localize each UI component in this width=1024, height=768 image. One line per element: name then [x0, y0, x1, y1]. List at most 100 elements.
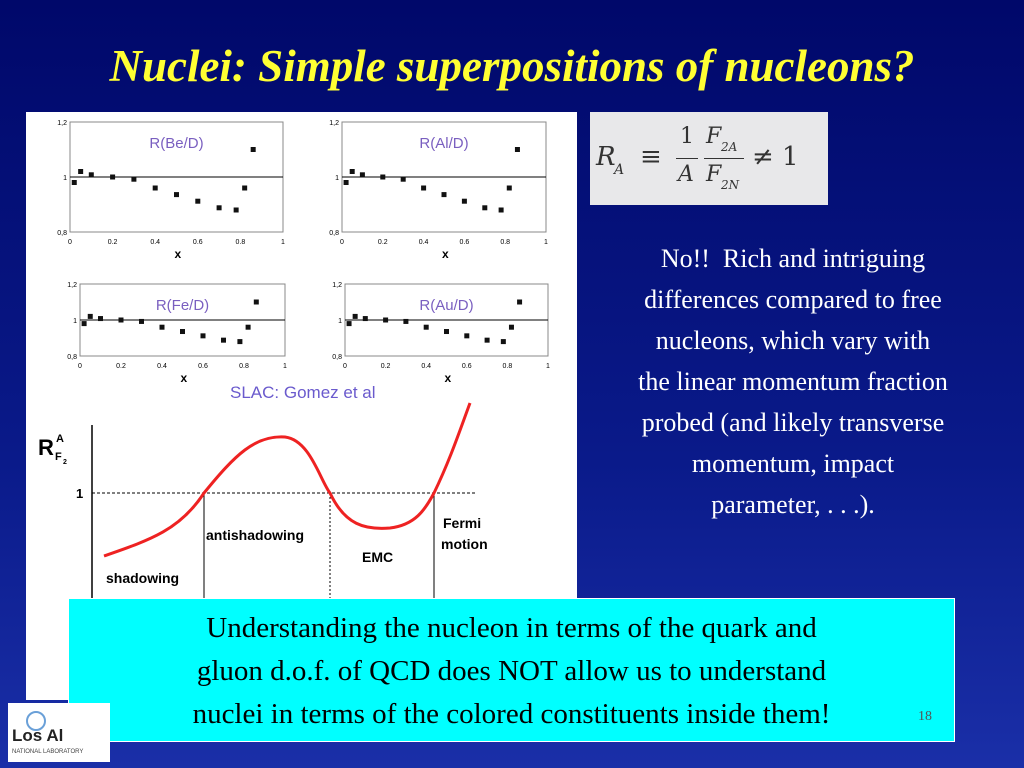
y-tick-label: 1,2 [67, 282, 77, 289]
marker [514, 147, 520, 152]
x-tick-label: 1 [546, 363, 550, 370]
marker [500, 339, 506, 345]
text-line: probed (and likely transverse [641, 408, 945, 437]
formula-part: R [596, 142, 616, 172]
x-tick-label: 0.8 [503, 363, 513, 370]
region-label: antishadowing [206, 527, 304, 543]
callout-line: Understanding the nucleon in terms of th… [206, 612, 817, 644]
region-label: Fermi [443, 515, 481, 531]
marker [461, 198, 467, 204]
y-label-sup: A [56, 433, 64, 445]
marker [195, 198, 201, 204]
marker [118, 317, 124, 323]
text-line: No!! Rich and intriguing [660, 244, 926, 273]
marker [200, 333, 206, 339]
schematic: R A F 2 1 shadowing antishadowing EMC Fe… [38, 402, 488, 600]
region-label: motion [441, 536, 488, 552]
marker [131, 176, 137, 182]
x-tick-label: 0.6 [193, 239, 203, 246]
y-tick-label: 0,8 [57, 230, 67, 237]
y-label: R [38, 435, 54, 460]
text-line: the linear momentum fraction [638, 367, 948, 396]
x-label: x [442, 247, 449, 261]
marker [421, 185, 427, 191]
x-label: x [175, 247, 182, 261]
marker [237, 339, 243, 345]
x-tick-label: 0.4 [421, 363, 431, 370]
text-line: momentum, impact [691, 449, 895, 478]
formula-part: 2N [721, 178, 740, 192]
y-tick-label: 1 [73, 318, 77, 325]
marker [245, 324, 251, 330]
marker [383, 317, 389, 323]
formula-part: 1 [680, 124, 694, 149]
formula: R A ≡ 1 A F 2A F 2N ≠ 1 [590, 112, 828, 205]
marker [81, 321, 87, 327]
x-tick-label: 1 [283, 363, 287, 370]
marker [484, 337, 490, 343]
formula-part: A [678, 162, 694, 187]
x-tick-label: 0 [68, 239, 72, 246]
y-tick-label: 0,8 [332, 354, 342, 361]
marker [498, 207, 504, 213]
marker [216, 205, 222, 211]
x-tick-label: 1 [544, 239, 548, 246]
x-tick-label: 0.4 [150, 239, 160, 246]
x-tick-label: 0.2 [381, 363, 391, 370]
y-tick-label: 0,8 [67, 354, 77, 361]
formula-part: ≠ 1 [752, 142, 799, 172]
x-tick-label: 0.8 [236, 239, 246, 246]
marker [359, 172, 365, 178]
trend-curve [103, 402, 472, 558]
y-tick-label: 1 [335, 175, 339, 182]
slide-title: Nuclei: Simple superpositions of nucleon… [109, 41, 915, 91]
marker [152, 185, 158, 191]
text-line: nucleons, which vary with [655, 326, 931, 355]
formula-part: A [614, 162, 625, 178]
formula-part: F [706, 162, 722, 187]
marker [346, 321, 352, 327]
marker [517, 299, 523, 305]
logo-name: Los Al [12, 726, 63, 745]
formula-part: ≡ [640, 142, 662, 172]
panel-label: R(Fe/D) [156, 297, 209, 314]
x-tick-label: 0.2 [378, 239, 388, 246]
marker [233, 207, 239, 213]
x-tick-label: 0 [78, 363, 82, 370]
x-tick-label: 0.2 [116, 363, 126, 370]
logo-mark: Los Al NATIONAL LABORATORY [12, 711, 83, 755]
marker [508, 324, 514, 330]
x-tick-label: 0.8 [500, 239, 510, 246]
marker [349, 169, 355, 174]
marker [380, 174, 386, 180]
x-tick-label: 0.6 [198, 363, 208, 370]
y-label-subsub: 2 [63, 459, 67, 466]
page-number: 18 [918, 709, 932, 724]
marker [78, 169, 84, 174]
y-label-sub: F [55, 451, 62, 463]
marker [139, 318, 144, 324]
marker [174, 192, 179, 198]
marker [71, 180, 77, 185]
marker [352, 313, 358, 319]
marker [403, 318, 409, 324]
region-label: shadowing [106, 570, 179, 586]
x-tick-label: 0.6 [460, 239, 470, 246]
text-line: differences compared to free [644, 285, 942, 314]
y-tick-label: 0,8 [329, 230, 339, 237]
panel-label: R(Be/D) [149, 135, 203, 152]
x-tick-label: 0.8 [239, 363, 249, 370]
marker [180, 329, 185, 335]
y-tick-label: 1,2 [332, 282, 342, 289]
region-label: EMC [362, 549, 393, 565]
marker [400, 176, 406, 182]
callout: Understanding the nucleon in terms of th… [68, 598, 955, 742]
marker [88, 172, 94, 178]
marker [343, 180, 349, 185]
panel-label: R(Al/D) [419, 135, 468, 152]
marker [242, 185, 248, 191]
logo: Los Al NATIONAL LABORATORY [8, 703, 110, 762]
marker [482, 205, 488, 211]
marker [464, 333, 470, 339]
